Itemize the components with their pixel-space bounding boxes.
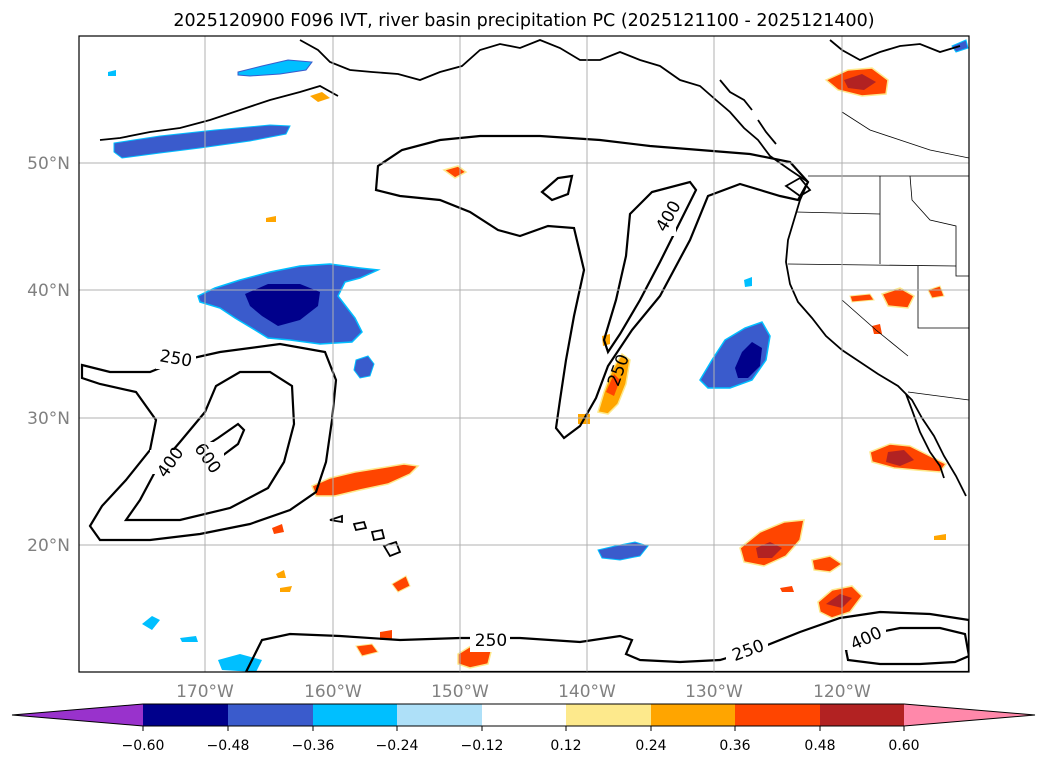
precip-blob-california-2 xyxy=(849,293,875,303)
lat-label-30n: 30°N xyxy=(27,409,70,429)
precip-blob-aleutian-mid xyxy=(237,59,313,77)
border-or-ca xyxy=(787,263,957,267)
precip-core-hawaii-east-1 xyxy=(756,542,782,558)
precip-blob-california-1 xyxy=(880,287,915,309)
lat-label-50n: 50°N xyxy=(27,154,70,174)
ivt-contour-250-south xyxy=(244,610,969,672)
ivt-contour-400-north xyxy=(602,180,698,355)
gridlines xyxy=(79,36,969,672)
precip-blob-hawaii-south xyxy=(218,654,262,672)
precip-core-subtropical-ridge xyxy=(606,374,620,396)
ivt-contour-250-inner-loop xyxy=(540,174,574,202)
border-az xyxy=(917,266,969,329)
precip-blob-hawaii-islands xyxy=(391,575,411,593)
border-wa-or xyxy=(795,211,881,215)
colorbar-tick-label-1: −0.60 xyxy=(122,738,165,754)
ivt-contour-250-north xyxy=(374,134,810,440)
contour-label-250-c: 250 xyxy=(475,631,507,651)
precip-blob-hawaii-sw-3 xyxy=(280,586,292,592)
colorbar-bin-3 xyxy=(313,704,397,726)
colorbar-extend-left xyxy=(12,704,143,726)
ivt-contour-250-west xyxy=(80,342,338,542)
precip-blob-california-4 xyxy=(872,324,882,334)
colorbar-tick-label-3: −0.36 xyxy=(292,738,335,754)
lon-label-120w: 120°W xyxy=(813,682,871,702)
colorbar-bin-2 xyxy=(228,704,313,726)
lon-labels: 170°W 160°W 150°W 140°W 130°W 120°W xyxy=(176,682,871,702)
lon-label-170w: 170°W xyxy=(176,682,234,702)
precip-blob-aleutian-west xyxy=(113,124,291,159)
precip-blob-small-dot1 xyxy=(266,216,276,222)
colorbar-tick-label-2: −0.48 xyxy=(207,738,250,754)
precip-blob-small-left xyxy=(108,70,116,76)
colorbar-bin-6 xyxy=(566,704,651,726)
coastline-alaska-islands xyxy=(719,79,777,145)
lon-label-130w: 130°W xyxy=(685,682,743,702)
precip-blob-small-right1 xyxy=(780,586,794,592)
precip-blob-central-south xyxy=(311,463,420,497)
figure-title: 2025120900 F096 IVT, river basin precipi… xyxy=(173,11,874,31)
border-id xyxy=(909,175,969,277)
lon-label-140w: 140°W xyxy=(558,682,616,702)
ivt-contour-400-south xyxy=(844,626,969,666)
ivt-contours xyxy=(80,134,969,672)
colorbar-tick-label-4: −0.24 xyxy=(376,738,419,754)
precip-blob-bc-coast xyxy=(744,277,752,287)
colorbar-bin-4 xyxy=(397,704,482,726)
precip-blob-hawaii-east-2 xyxy=(811,555,844,573)
coastline-hawaii-4 xyxy=(382,540,402,558)
colorbar-tick-label-9: 0.48 xyxy=(804,738,835,754)
coastline-alaska xyxy=(299,39,809,183)
precip-core-central-north-pacific xyxy=(245,284,320,326)
lat-label-40n: 40°N xyxy=(27,281,70,301)
colorbar-tick-label-8: 0.36 xyxy=(719,738,750,754)
precip-blob-hawaii-sw-1 xyxy=(272,524,284,534)
colorbar-bin-5 xyxy=(482,704,566,726)
precip-core-baja xyxy=(886,450,914,466)
colorbar-ticks xyxy=(142,726,905,731)
precip-blob-small-right2 xyxy=(934,534,946,540)
colorbar-tick-label-6: 0.12 xyxy=(550,738,581,754)
lat-labels: 50°N 40°N 30°N 20°N xyxy=(27,154,70,556)
coastline-hawaii-2 xyxy=(352,520,368,532)
map-frame xyxy=(78,35,970,673)
precip-blob-california-3 xyxy=(927,285,945,299)
coastline-vancouver-island xyxy=(784,176,812,198)
coastline-se-alaska xyxy=(829,39,961,61)
coastline-hawaii-1 xyxy=(329,514,343,524)
coastline-hawaii-3 xyxy=(370,528,386,542)
colorbar-tick-label-7: 0.24 xyxy=(635,738,666,754)
precip-core-ne-alaska xyxy=(844,74,876,90)
lon-label-150w: 150°W xyxy=(431,682,489,702)
coastline-aleutians xyxy=(99,85,339,141)
map-area: 250 400 600 400 250 250 250 400 xyxy=(79,36,969,672)
colorbar-bin-7 xyxy=(651,704,735,726)
precip-blob-south-1 xyxy=(355,643,379,657)
colorbar-bin-9 xyxy=(820,704,904,726)
border-mexico xyxy=(907,391,969,401)
coastline-baja xyxy=(905,393,945,479)
colorbar-extend-right xyxy=(904,704,1035,726)
precip-core-hawaii-east-3 xyxy=(826,594,852,608)
lat-label-20n: 20°N xyxy=(27,536,70,556)
colorbar: −0.60 −0.48 −0.36 −0.24 −0.12 0.12 0.24 … xyxy=(11,703,1036,754)
lon-label-160w: 160°W xyxy=(304,682,362,702)
precip-blob-small-sw2 xyxy=(180,636,198,642)
precip-blob-south-3 xyxy=(380,630,392,640)
colorbar-tick-label-5: −0.12 xyxy=(461,738,504,754)
precip-core-east-pacific xyxy=(735,342,762,378)
colorbar-bin-1 xyxy=(143,704,228,726)
colorbar-tick-label-10: 0.60 xyxy=(888,738,919,754)
precip-blob-hawaii-sw-2 xyxy=(276,570,286,578)
precip-blob-small-sw xyxy=(142,616,160,630)
precip-blob-south-of-center xyxy=(353,355,375,379)
colorbar-bin-8 xyxy=(735,704,820,726)
precip-blob-aleutian-small xyxy=(310,92,330,102)
